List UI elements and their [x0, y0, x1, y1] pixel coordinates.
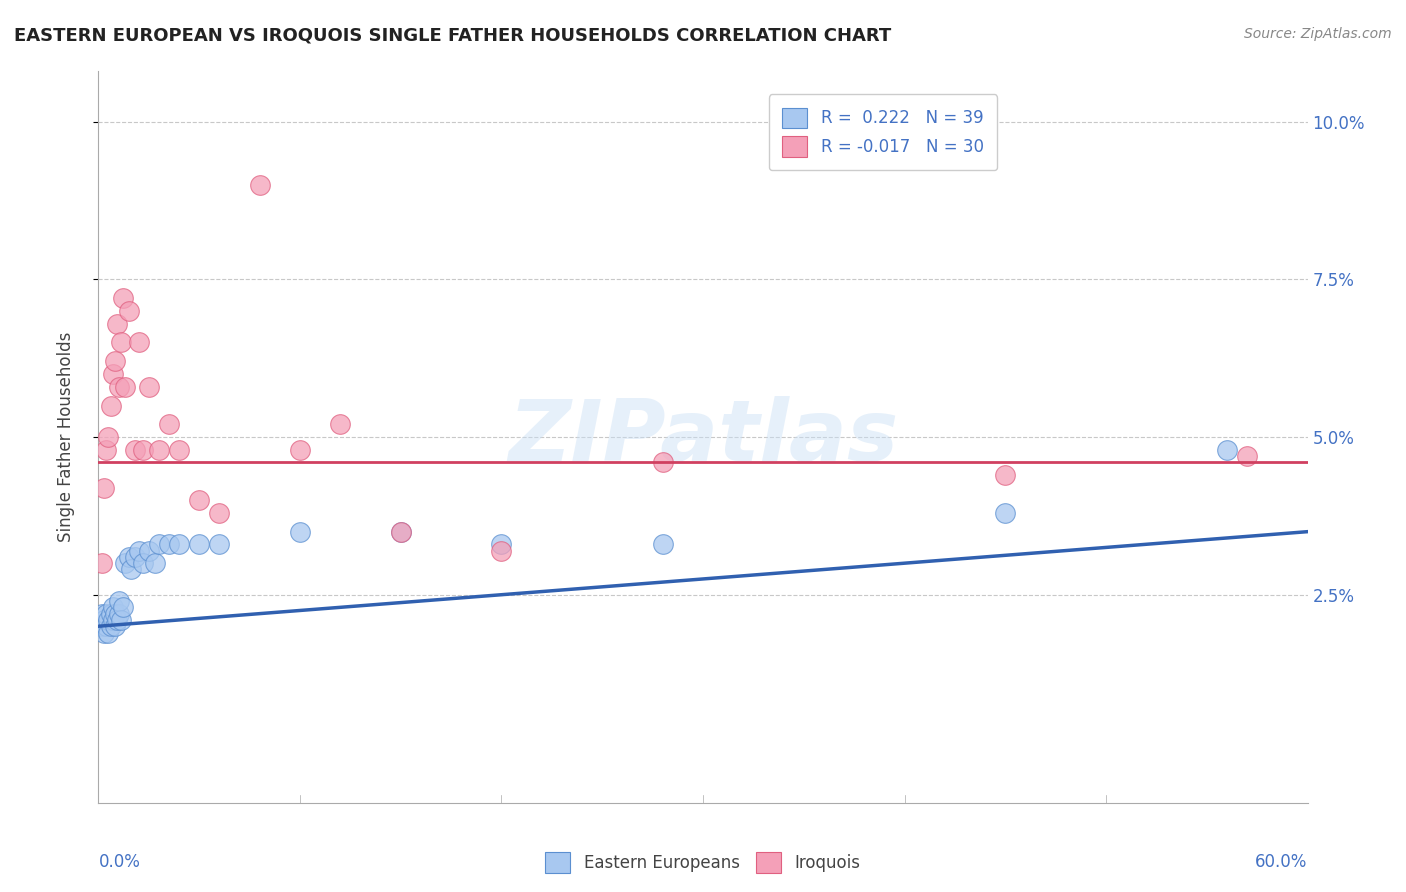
Point — [101, 367, 124, 381]
Point — [101, 613, 124, 627]
Point — [389, 524, 412, 539]
Text: 0.0%: 0.0% — [98, 854, 141, 871]
Point — [1216, 442, 1239, 457]
Point — [148, 442, 170, 457]
Point — [120, 562, 142, 576]
Point — [114, 379, 136, 393]
Point — [105, 613, 128, 627]
Point — [96, 607, 118, 621]
Point — [138, 543, 160, 558]
Point — [107, 379, 129, 393]
Point — [208, 506, 231, 520]
Point — [101, 600, 124, 615]
Point — [93, 613, 115, 627]
Point — [188, 493, 211, 508]
Point — [100, 619, 122, 633]
Point — [97, 430, 120, 444]
Point — [91, 607, 114, 621]
Point — [329, 417, 352, 432]
Point — [100, 399, 122, 413]
Point — [132, 556, 155, 570]
Point — [105, 317, 128, 331]
Legend: R =  0.222   N = 39, R = -0.017   N = 30: R = 0.222 N = 39, R = -0.017 N = 30 — [769, 95, 997, 170]
Point — [167, 442, 190, 457]
Point — [491, 543, 513, 558]
Point — [138, 379, 160, 393]
Point — [93, 481, 115, 495]
Point — [96, 619, 118, 633]
Point — [389, 524, 412, 539]
Point — [96, 442, 118, 457]
Point — [118, 549, 141, 564]
Point — [249, 178, 271, 192]
Point — [288, 442, 311, 457]
Point — [118, 304, 141, 318]
Point — [148, 537, 170, 551]
Text: EASTERN EUROPEAN VS IROQUOIS SINGLE FATHER HOUSEHOLDS CORRELATION CHART: EASTERN EUROPEAN VS IROQUOIS SINGLE FATH… — [14, 27, 891, 45]
Point — [100, 607, 122, 621]
Point — [110, 613, 132, 627]
Point — [128, 543, 150, 558]
Point — [157, 417, 180, 432]
Point — [93, 625, 115, 640]
Point — [167, 537, 190, 551]
Point — [994, 467, 1017, 482]
Point — [1236, 449, 1258, 463]
Point — [288, 524, 311, 539]
Text: Source: ZipAtlas.com: Source: ZipAtlas.com — [1244, 27, 1392, 41]
Point — [97, 613, 120, 627]
Point — [91, 556, 114, 570]
Point — [89, 619, 111, 633]
Point — [491, 537, 513, 551]
Point — [103, 354, 125, 368]
Point — [107, 594, 129, 608]
Legend: Eastern Europeans, Iroquois: Eastern Europeans, Iroquois — [538, 846, 868, 880]
Point — [208, 537, 231, 551]
Point — [111, 600, 134, 615]
Point — [132, 442, 155, 457]
Point — [124, 549, 146, 564]
Point — [188, 537, 211, 551]
Point — [124, 442, 146, 457]
Y-axis label: Single Father Households: Single Father Households — [56, 332, 75, 542]
Point — [97, 625, 120, 640]
Point — [157, 537, 180, 551]
Point — [114, 556, 136, 570]
Text: ZIPatlas: ZIPatlas — [508, 395, 898, 479]
Point — [103, 607, 125, 621]
Point — [651, 537, 673, 551]
Point — [128, 335, 150, 350]
Point — [103, 619, 125, 633]
Point — [994, 506, 1017, 520]
Point — [91, 619, 114, 633]
Text: 60.0%: 60.0% — [1256, 854, 1308, 871]
Point — [107, 607, 129, 621]
Point — [143, 556, 166, 570]
Point — [111, 291, 134, 305]
Point — [110, 335, 132, 350]
Point — [651, 455, 673, 469]
